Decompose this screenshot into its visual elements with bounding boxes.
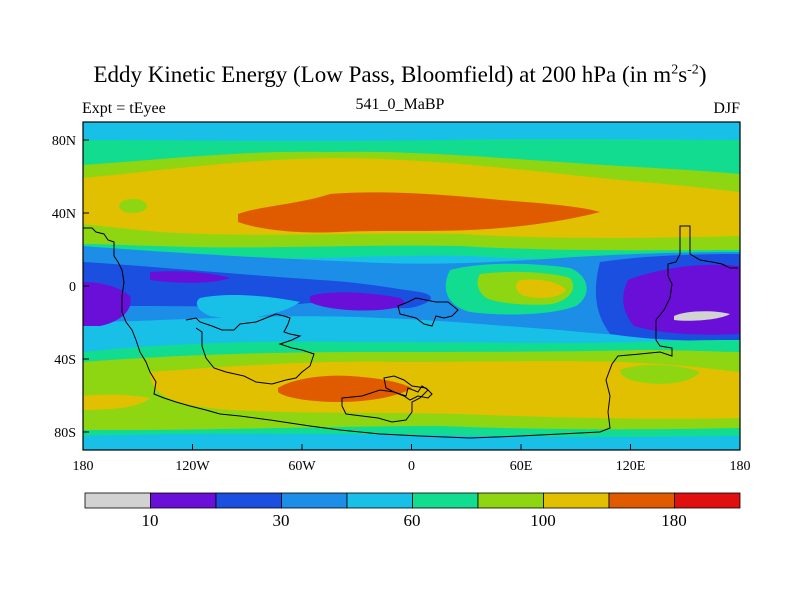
colorbar-swatch (477, 492, 544, 509)
title-text-end: ) (698, 62, 707, 87)
contour-top-cyan (83, 122, 740, 137)
x-tick-labels: 180 120W 60W 0 60E 120E 180 (73, 459, 751, 474)
y-tick-label: 40N (52, 207, 76, 222)
outline-americas (83, 225, 738, 439)
y-tick-labels: 80N 40N 0 40S 80S (52, 134, 76, 441)
contour-sh-gold (150, 361, 740, 419)
colorbar-swatch (608, 492, 675, 509)
y-tick-label: 40S (54, 353, 76, 368)
contour-tropics-purple-e (150, 271, 230, 283)
contour-sh-lime-patch (620, 364, 700, 384)
title-superscript: -2 (687, 62, 699, 78)
x-tick-label: 120E (616, 459, 646, 474)
colorbar-label: 10 (142, 511, 159, 530)
contour-africa-gold (515, 279, 566, 298)
y-tick-label: 80N (52, 134, 76, 149)
contour-nh-orange (238, 192, 600, 233)
contour-field (83, 122, 740, 450)
colorbar-label: 30 (273, 511, 290, 530)
colorbar-swatch (412, 492, 479, 509)
outline-africa (185, 313, 315, 385)
x-tick-label: 180 (730, 459, 751, 474)
contour-sh-south-cyan (83, 433, 740, 450)
title-superscript: 2 (671, 62, 679, 78)
experiment-label: Expt = tEyee (82, 100, 166, 117)
contour-tropics-purple-west (83, 282, 131, 326)
contour-wpac-grey (674, 311, 730, 321)
colorbar-swatch (84, 492, 151, 509)
colorbar-swatch (281, 492, 348, 509)
axis-ticks (82, 139, 741, 450)
y-tick-label: 80S (54, 426, 76, 441)
colorbar-swatch (543, 492, 610, 509)
chart-title: Eddy Kinetic Energy (Low Pass, Bloomfiel… (0, 62, 800, 88)
colorbar (84, 492, 741, 509)
y-tick-label: 0 (69, 280, 76, 295)
x-tick-label: 180 (73, 459, 94, 474)
title-text-unit: s (678, 62, 688, 87)
contour-tropics-purple-mid (310, 292, 404, 311)
colorbar-swatch (674, 492, 741, 509)
colorbar-swatch (215, 492, 282, 509)
continent-outlines (83, 225, 738, 439)
outline-eurasia-edge (397, 297, 459, 327)
outline-small-continent (383, 375, 433, 401)
colorbar-labels: 10 30 60 100 180 (142, 511, 687, 530)
contour-nh-island (119, 199, 147, 213)
colorbar-label: 100 (530, 511, 556, 530)
contour-sh-orange (278, 375, 412, 402)
x-tick-label: 0 (408, 459, 415, 474)
colorbar-swatch (150, 492, 217, 509)
x-tick-label: 120W (175, 459, 210, 474)
x-tick-label: 60W (288, 459, 316, 474)
contour-tropics-cyan (196, 295, 300, 319)
title-text: Eddy Kinetic Energy (Low Pass, Bloomfiel… (93, 62, 672, 87)
colorbar-swatch (346, 492, 413, 509)
run-label: 541_0_MaBP (355, 96, 445, 113)
season-label: DJF (713, 100, 740, 117)
contour-sh-gold-west (83, 394, 150, 410)
colorbar-label: 60 (404, 511, 421, 530)
colorbar-label: 180 (661, 511, 687, 530)
x-tick-label: 60E (510, 459, 533, 474)
